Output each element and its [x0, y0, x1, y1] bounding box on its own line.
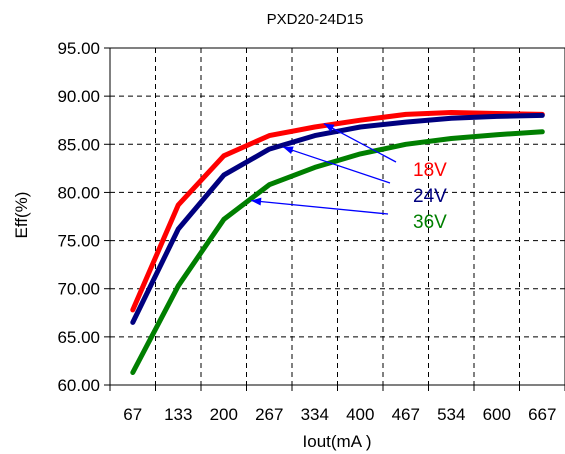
grid — [110, 48, 565, 385]
y-axis-label: Eff(%) — [12, 192, 31, 239]
x-axis-label: Iout(mA ) — [303, 432, 372, 451]
legend-label-36v: 36V — [413, 212, 447, 233]
tick-marks — [104, 47, 565, 391]
legend: 18V 24V 36V — [413, 160, 447, 233]
legend-arrow-head — [323, 123, 335, 132]
legend-arrow-head — [251, 197, 262, 206]
x-tick-label: 267 — [255, 405, 283, 424]
x-tick-label: 400 — [346, 405, 374, 424]
x-tick-label: 667 — [528, 405, 556, 424]
legend-arrow-line — [282, 146, 391, 184]
legend-label-24v: 24V — [413, 186, 447, 207]
y-tick-labels: 95.00 90.00 85.00 80.00 75.00 70.00 65.00 60.00 — [57, 39, 100, 395]
x-tick-label: 467 — [392, 405, 420, 424]
legend-arrow-line — [250, 199, 389, 215]
legend-arrows — [250, 123, 397, 215]
x-tick-label: 133 — [164, 405, 192, 424]
y-tick-label: 60.00 — [57, 376, 100, 395]
x-tick-labels: 67 133 200 267 334 400 467 534 600 667 — [123, 405, 556, 424]
legend-label-18v: 18V — [413, 160, 447, 181]
y-tick-label: 80.00 — [57, 183, 100, 202]
plot-frame — [109, 47, 565, 386]
chart-title: PXD20-24D15 — [267, 11, 364, 28]
x-tick-label: 67 — [123, 405, 142, 424]
series-line-36v — [130, 129, 545, 375]
y-tick-label: 65.00 — [57, 328, 100, 347]
x-tick-label: 200 — [210, 405, 238, 424]
y-tick-label: 75.00 — [57, 232, 100, 251]
x-tick-label: 534 — [437, 405, 465, 424]
x-tick-label: 600 — [483, 405, 511, 424]
y-tick-label: 90.00 — [57, 87, 100, 106]
y-tick-label: 70.00 — [57, 280, 100, 299]
y-tick-label: 85.00 — [57, 135, 100, 154]
legend-arrow-line — [323, 123, 397, 163]
legend-arrow-head — [282, 146, 294, 155]
y-tick-label: 95.00 — [57, 39, 100, 58]
series-line-18v — [130, 110, 545, 313]
x-tick-label: 334 — [301, 405, 329, 424]
